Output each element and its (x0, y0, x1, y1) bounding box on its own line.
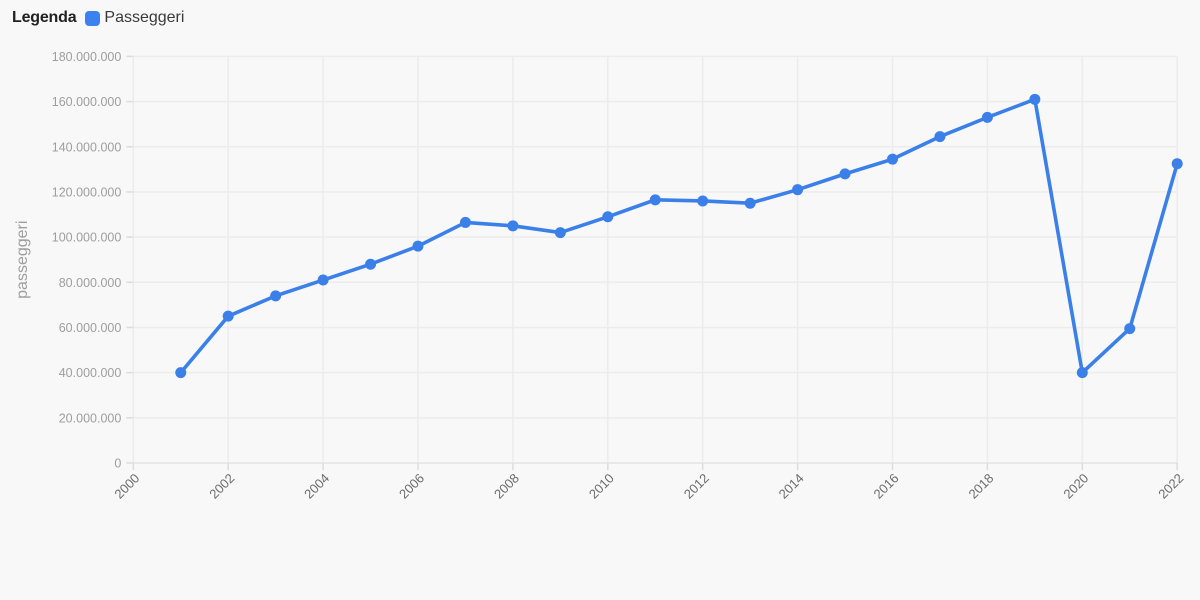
series-group (175, 93, 1183, 379)
y-tick-label: 180.000.000 (52, 50, 122, 64)
legend-series-label: Passeggeri (104, 9, 185, 26)
x-tick-label: 2004 (301, 471, 332, 502)
data-point-2003[interactable] (270, 290, 282, 302)
y-tick-labels: 0 20.000.000 40.000.000 60.000.000 80.000.00… (52, 50, 122, 471)
legend-title: Legenda (12, 9, 77, 26)
data-point-2019[interactable] (1029, 93, 1041, 105)
data-point-2004[interactable] (317, 274, 329, 286)
data-point-2013[interactable] (744, 197, 756, 209)
y-tick-label: 40.000.000 (59, 366, 122, 380)
data-point-2011[interactable] (649, 194, 661, 206)
x-tick-label: 2008 (491, 471, 522, 502)
x-tick-label: 2012 (681, 471, 712, 502)
y-tick-label: 0 (114, 457, 121, 471)
legend-item-passeggeri[interactable]: Passeggeri (85, 9, 184, 27)
x-tick-labels: 2000 2002 2004 2006 2008 2010 2012 2014 2016 2018… (111, 471, 1186, 502)
y-tick-label: 60.000.000 (59, 321, 122, 335)
y-tick-label: 140.000.000 (52, 140, 122, 154)
data-point-2009[interactable] (554, 227, 566, 239)
x-tick-label: 2018 (965, 471, 996, 502)
h-gridlines (133, 55, 1178, 464)
x-tick-label: 2022 (1155, 471, 1186, 502)
data-point-2015[interactable] (839, 168, 851, 180)
x-tick-label: 2000 (111, 471, 142, 502)
axis-ticks (126, 55, 1178, 470)
data-point-2005[interactable] (365, 258, 377, 270)
series-swatch (85, 10, 101, 26)
passeggeri-line (178, 97, 1179, 375)
x-tick-label: 2006 (396, 471, 427, 502)
y-tick-label: 100.000.000 (52, 231, 122, 245)
x-tick-label: 2002 (206, 471, 237, 502)
data-point-2017[interactable] (934, 131, 946, 143)
data-point-2021[interactable] (1124, 323, 1136, 335)
data-point-2018[interactable] (981, 111, 993, 123)
data-point-2010[interactable] (602, 211, 614, 223)
y-tick-label: 80.000.000 (59, 276, 122, 290)
y-axis-title: passeggeri (14, 221, 31, 299)
data-point-2002[interactable] (222, 310, 234, 322)
y-tick-label: 160.000.000 (52, 95, 122, 109)
x-tick-label: 2020 (1060, 471, 1091, 502)
y-tick-label: 120.000.000 (52, 185, 122, 199)
data-point-2001[interactable] (175, 367, 187, 379)
x-tick-label: 2010 (586, 471, 617, 502)
data-point-2007[interactable] (459, 216, 471, 228)
y-axis-title-group: passeggeri (14, 221, 31, 299)
data-point-2020[interactable] (1076, 367, 1088, 379)
x-tick-label: 2014 (776, 471, 807, 502)
data-point-2006[interactable] (412, 240, 424, 252)
v-gridlines (132, 56, 1178, 463)
data-point-2008[interactable] (507, 220, 519, 232)
y-tick-label: 20.000.000 (59, 411, 122, 425)
x-tick-label: 2016 (871, 471, 902, 502)
data-point-2014[interactable] (792, 184, 804, 196)
legend: Legenda Passeggeri (12, 9, 184, 27)
data-point-2022[interactable] (1171, 158, 1183, 170)
data-point-2012[interactable] (697, 195, 709, 207)
data-point-2016[interactable] (887, 153, 898, 165)
